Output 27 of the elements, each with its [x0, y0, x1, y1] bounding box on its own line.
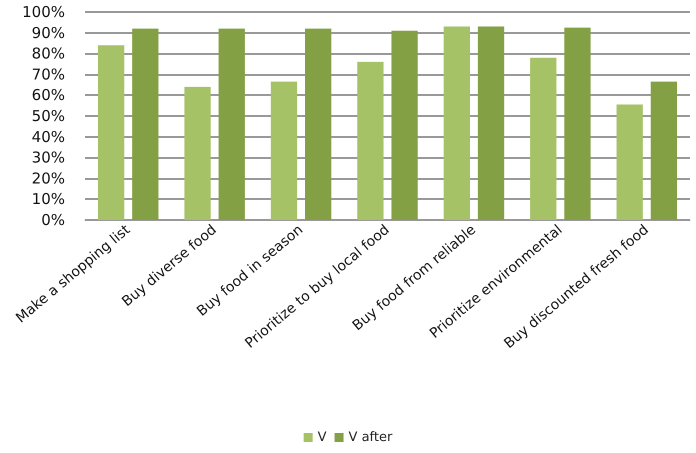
bar — [184, 86, 211, 220]
y-tick-label: 50% — [32, 107, 65, 125]
bar — [305, 28, 332, 220]
bar — [132, 28, 158, 220]
bar — [478, 26, 504, 220]
bar — [564, 28, 591, 220]
legend-label: V — [318, 430, 327, 445]
y-tick-label: 40% — [32, 128, 65, 146]
y-tick-label: 60% — [32, 86, 65, 104]
y-tick-label: 0% — [41, 211, 65, 229]
y-tick-label: 70% — [32, 65, 65, 84]
y-tick-label: 30% — [32, 148, 65, 167]
bar — [530, 58, 556, 220]
bar — [391, 30, 418, 220]
y-tick-label: 100% — [22, 3, 65, 21]
y-tick-label: 90% — [32, 24, 65, 42]
y-tick-label: 80% — [32, 44, 65, 63]
legend-label: V after — [348, 430, 393, 445]
bar — [218, 28, 245, 220]
bar — [270, 82, 298, 220]
bar — [616, 104, 643, 220]
bar — [444, 26, 470, 220]
bar — [650, 82, 678, 220]
bar — [357, 62, 384, 220]
y-tick-label: 20% — [32, 169, 65, 188]
y-tick-label: 10% — [32, 190, 65, 208]
bar — [98, 45, 124, 220]
